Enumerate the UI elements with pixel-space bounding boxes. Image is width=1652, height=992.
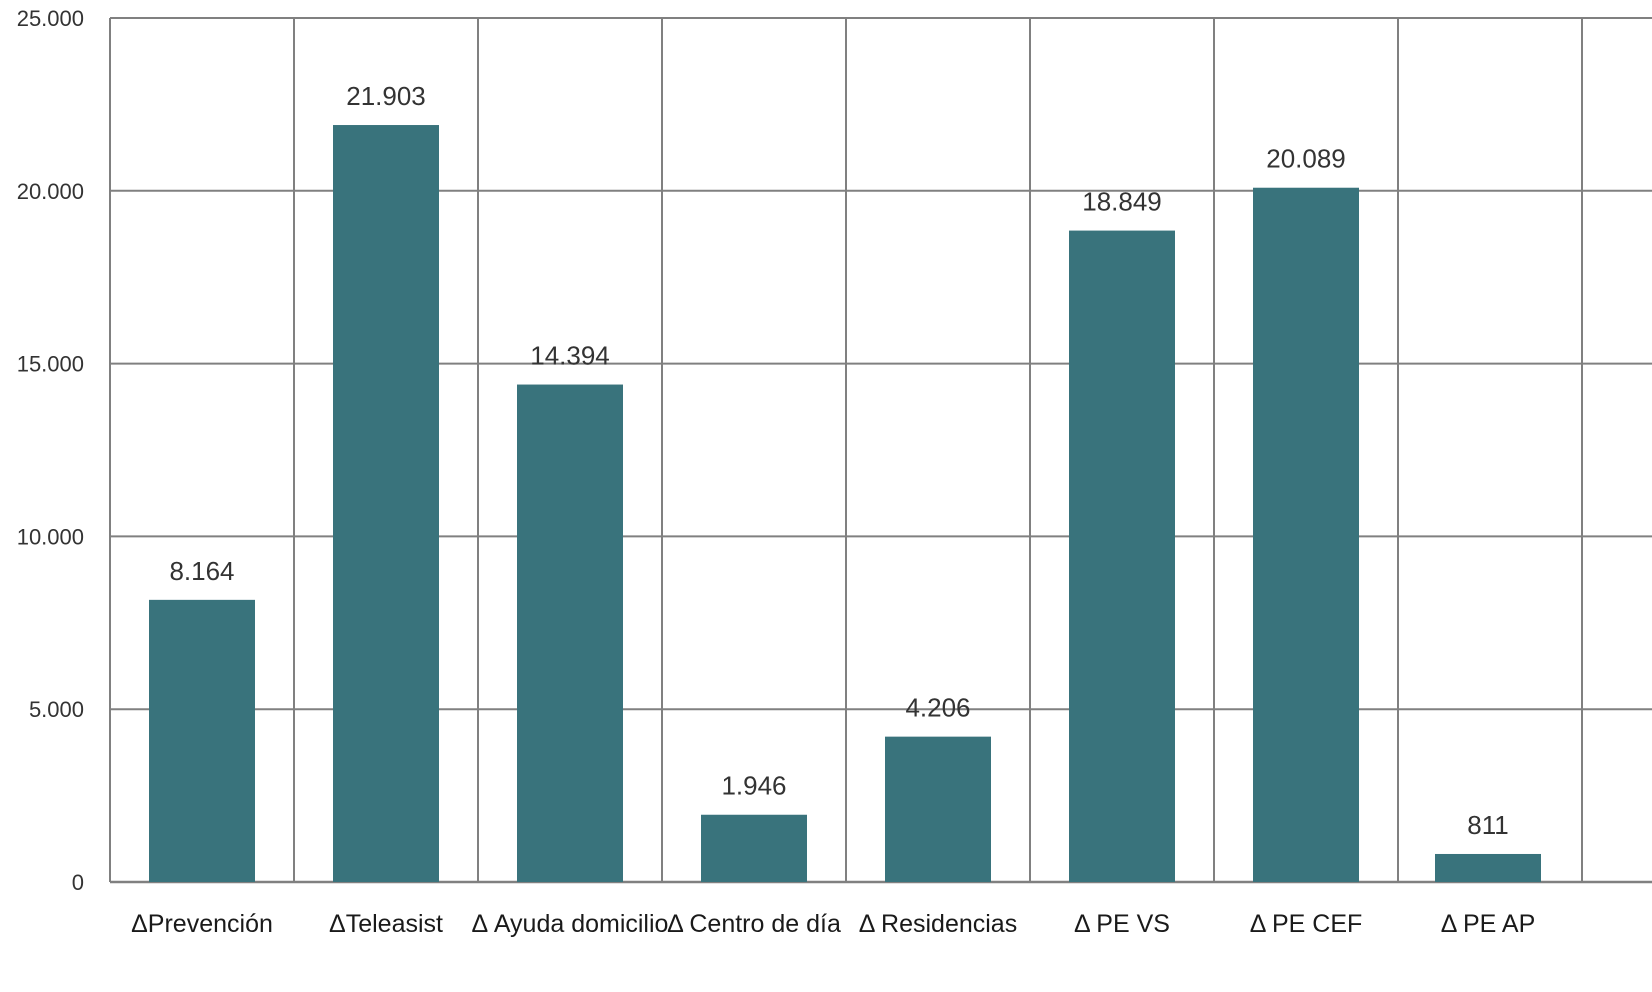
bars bbox=[149, 125, 1541, 883]
data-labels: 8.164 21.903 14.394 1.946 4.206 18.849 20.089 8… bbox=[169, 81, 1508, 840]
bar-value-label: 8.164 bbox=[169, 556, 234, 586]
y-tick-label: 20.000 bbox=[17, 179, 84, 204]
y-tick-label: 0 bbox=[72, 870, 84, 895]
bar-value-label: 20.089 bbox=[1266, 144, 1346, 174]
x-category-label: ΔPrevención bbox=[131, 910, 273, 938]
bar bbox=[1069, 230, 1175, 883]
bar-value-label: 811 bbox=[1467, 810, 1508, 840]
bar bbox=[701, 814, 807, 882]
bar-value-label: 18.849 bbox=[1082, 187, 1162, 217]
bar-value-label: 1.946 bbox=[721, 771, 786, 801]
y-tick-label: 25.000 bbox=[17, 6, 84, 31]
x-category-label: ΔTeleasist bbox=[329, 910, 443, 938]
bar-value-label: 4.206 bbox=[905, 693, 970, 723]
x-category-label: Δ PE AP bbox=[1441, 910, 1536, 938]
x-category-label: Δ Ayuda domicilio bbox=[472, 910, 669, 938]
y-tick-label: 5.000 bbox=[29, 697, 84, 722]
y-tick-label: 10.000 bbox=[17, 524, 84, 549]
x-category-label: Δ Centro de día bbox=[667, 910, 841, 938]
x-category-label: Δ Residencias bbox=[859, 910, 1017, 938]
bar bbox=[1253, 187, 1359, 882]
y-tick-label: 15.000 bbox=[17, 352, 84, 377]
bar bbox=[517, 384, 623, 882]
grid bbox=[109, 17, 1652, 884]
bar-value-label: 14.394 bbox=[530, 341, 610, 371]
bar bbox=[885, 736, 991, 882]
x-axis-labels: ΔPrevención ΔTeleasist Δ Ayuda domicilioΔ … bbox=[131, 910, 1535, 938]
y-axis-ticks: 0 5.000 10.000 15.000 20.000 25.000 bbox=[17, 6, 84, 895]
bar bbox=[1435, 853, 1541, 882]
bar-value-label: 21.903 bbox=[346, 81, 426, 111]
x-category-label: Δ PE CEF bbox=[1250, 910, 1363, 938]
bar bbox=[149, 599, 255, 882]
bar bbox=[333, 125, 439, 882]
x-category-label: Δ PE VS bbox=[1074, 910, 1170, 938]
